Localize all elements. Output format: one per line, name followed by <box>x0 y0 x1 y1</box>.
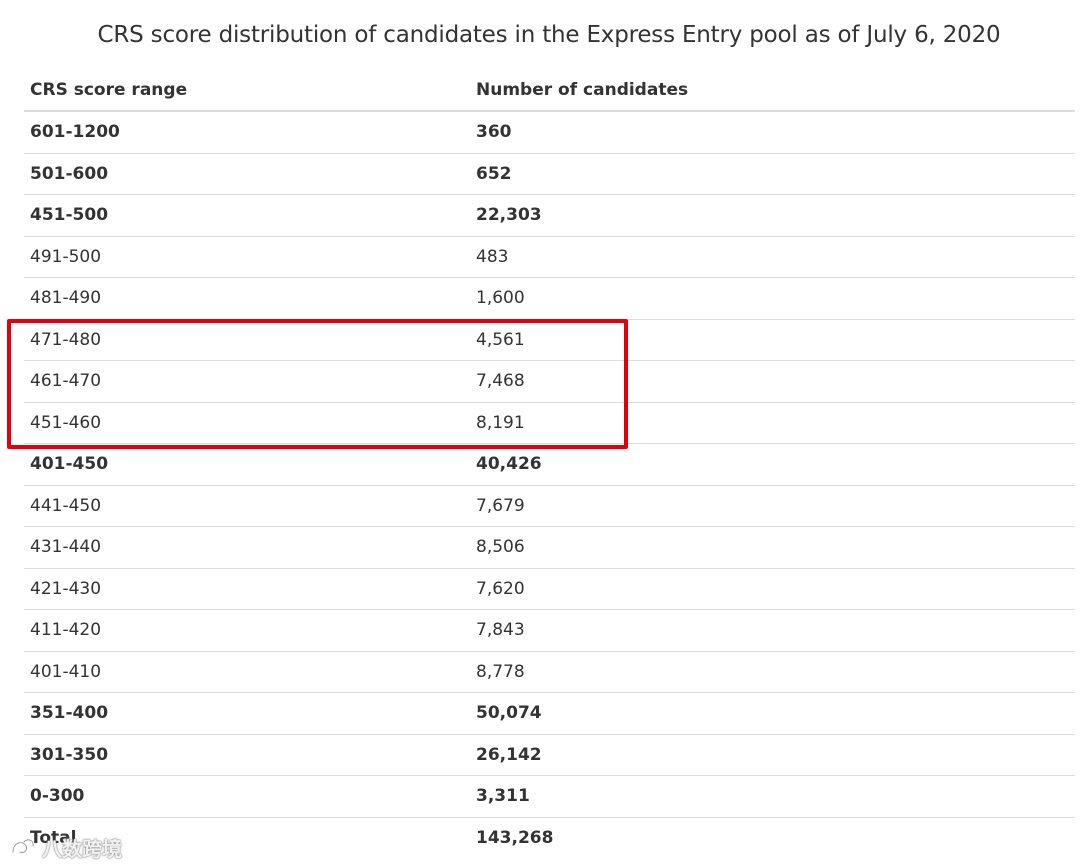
table-row: 421-430 7,620 <box>24 569 1075 610</box>
table-row: 401-450 40,426 <box>24 444 1075 486</box>
cell-crs-score-range: 441-450 <box>30 495 102 516</box>
cell-number-of-candidates: 8,191 <box>476 412 525 433</box>
cell-crs-score-range: 491-500 <box>30 246 102 267</box>
table-row: 471-480 4,561 <box>24 320 1075 361</box>
crs-distribution-table: CRS score range Number of candidates 601… <box>24 70 1075 859</box>
cell-number-of-candidates: 8,778 <box>476 661 525 682</box>
table-row: Total 143,268 <box>24 818 1075 860</box>
cell-crs-score-range: 351-400 <box>30 703 109 724</box>
cell-crs-score-range: 0-300 <box>30 786 85 807</box>
cell-crs-score-range: 401-450 <box>30 454 109 475</box>
cell-crs-score-range: 301-350 <box>30 744 109 765</box>
cell-number-of-candidates: 143,268 <box>476 828 554 849</box>
cell-number-of-candidates: 3,311 <box>476 786 530 807</box>
table-row: 451-460 8,191 <box>24 403 1075 444</box>
cell-number-of-candidates: 7,843 <box>476 620 525 641</box>
cell-number-of-candidates: 8,506 <box>476 537 525 558</box>
table-row: 461-470 7,468 <box>24 361 1075 403</box>
cell-number-of-candidates: 483 <box>476 246 509 267</box>
table-row: 601-1200 360 <box>24 112 1075 154</box>
watermark-text: 八数跨境 <box>42 836 122 861</box>
cell-number-of-candidates: 40,426 <box>476 454 542 475</box>
cell-crs-score-range: 481-490 <box>30 288 102 309</box>
cell-number-of-candidates: 7,679 <box>476 495 525 516</box>
page-title: CRS score distribution of candidates in … <box>97 22 1001 48</box>
table-row: 501-600 652 <box>24 154 1075 195</box>
cell-crs-score-range: 501-600 <box>30 163 109 184</box>
header-number-of-candidates: Number of candidates <box>476 80 689 100</box>
cell-number-of-candidates: 7,468 <box>476 371 525 392</box>
watermark-logo-icon <box>11 838 35 854</box>
cell-number-of-candidates: 50,074 <box>476 703 542 724</box>
cell-number-of-candidates: 652 <box>476 163 512 184</box>
table-header-row: CRS score range Number of candidates <box>24 70 1075 112</box>
table-row: 401-410 8,778 <box>24 652 1075 693</box>
cell-crs-score-range: 421-430 <box>30 578 102 599</box>
cell-crs-score-range: 601-1200 <box>30 122 120 143</box>
cell-crs-score-range: 451-500 <box>30 205 109 226</box>
cell-number-of-candidates: 7,620 <box>476 578 525 599</box>
cell-crs-score-range: 401-410 <box>30 661 102 682</box>
table-row: 451-500 22,303 <box>24 195 1075 237</box>
table-row: 411-420 7,843 <box>24 610 1075 652</box>
table-row: 481-490 1,600 <box>24 278 1075 320</box>
table-row: 431-440 8,506 <box>24 527 1075 569</box>
table-row: 0-300 3,311 <box>24 776 1075 818</box>
cell-crs-score-range: Total <box>30 828 77 849</box>
watermark: 八数跨境 <box>10 832 122 862</box>
header-crs-score-range: CRS score range <box>30 80 188 100</box>
cell-crs-score-range: 461-470 <box>30 371 102 392</box>
cell-number-of-candidates: 4,561 <box>476 329 525 350</box>
table-row: 491-500 483 <box>24 237 1075 278</box>
cell-crs-score-range: 471-480 <box>30 329 102 350</box>
cell-number-of-candidates: 1,600 <box>476 288 525 309</box>
cell-number-of-candidates: 22,303 <box>476 205 542 226</box>
table-row: 441-450 7,679 <box>24 486 1075 527</box>
cell-number-of-candidates: 360 <box>476 122 512 143</box>
cell-crs-score-range: 451-460 <box>30 412 102 433</box>
table-row: 301-350 26,142 <box>24 735 1075 776</box>
table-row: 351-400 50,074 <box>24 693 1075 735</box>
cell-crs-score-range: 411-420 <box>30 620 102 641</box>
cell-number-of-candidates: 26,142 <box>476 744 542 765</box>
cell-crs-score-range: 431-440 <box>30 537 102 558</box>
